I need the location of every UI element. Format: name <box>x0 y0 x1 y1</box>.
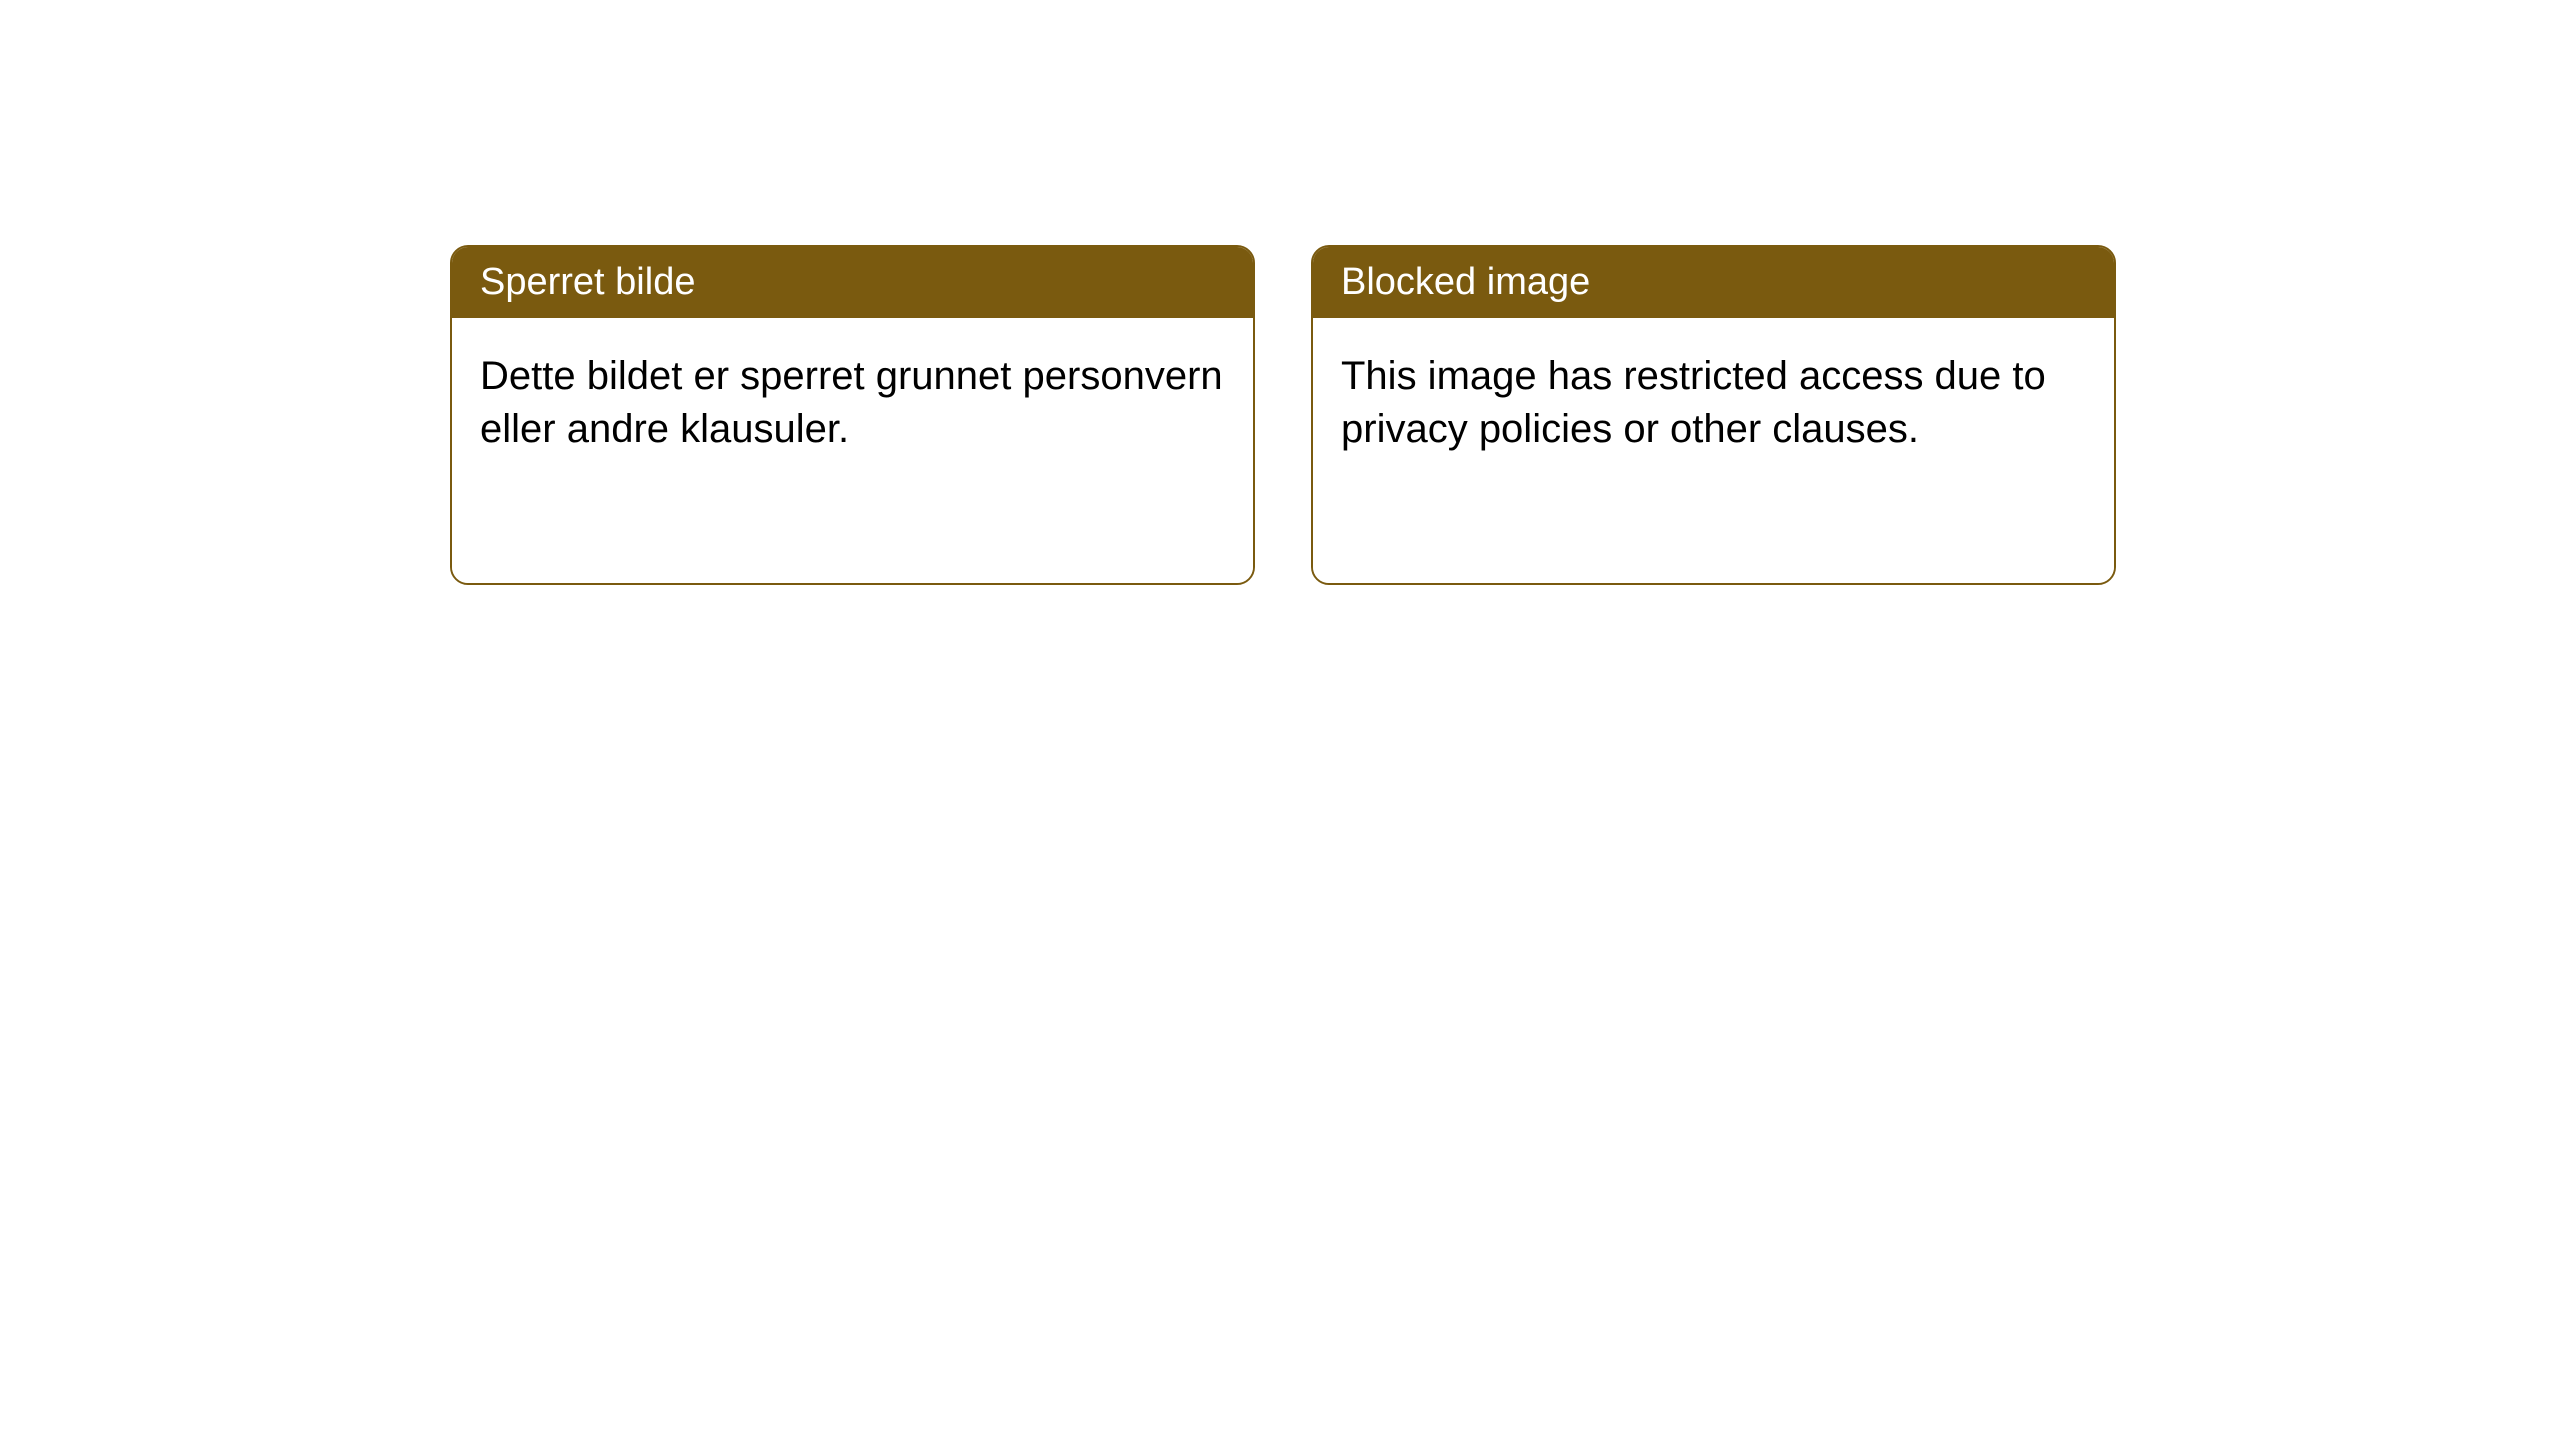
notice-container: Sperret bilde Dette bildet er sperret gr… <box>0 0 2560 585</box>
notice-header: Blocked image <box>1313 247 2114 318</box>
notice-body: This image has restricted access due to … <box>1313 318 2114 583</box>
notice-card-norwegian: Sperret bilde Dette bildet er sperret gr… <box>450 245 1255 585</box>
notice-card-english: Blocked image This image has restricted … <box>1311 245 2116 585</box>
notice-header: Sperret bilde <box>452 247 1253 318</box>
notice-body: Dette bildet er sperret grunnet personve… <box>452 318 1253 583</box>
